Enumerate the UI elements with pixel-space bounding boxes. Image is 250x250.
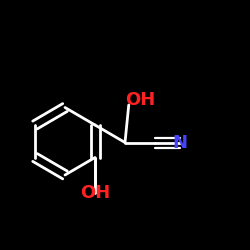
Text: N: N [172,134,188,152]
Text: OH: OH [125,91,155,109]
Text: OH: OH [80,184,110,202]
